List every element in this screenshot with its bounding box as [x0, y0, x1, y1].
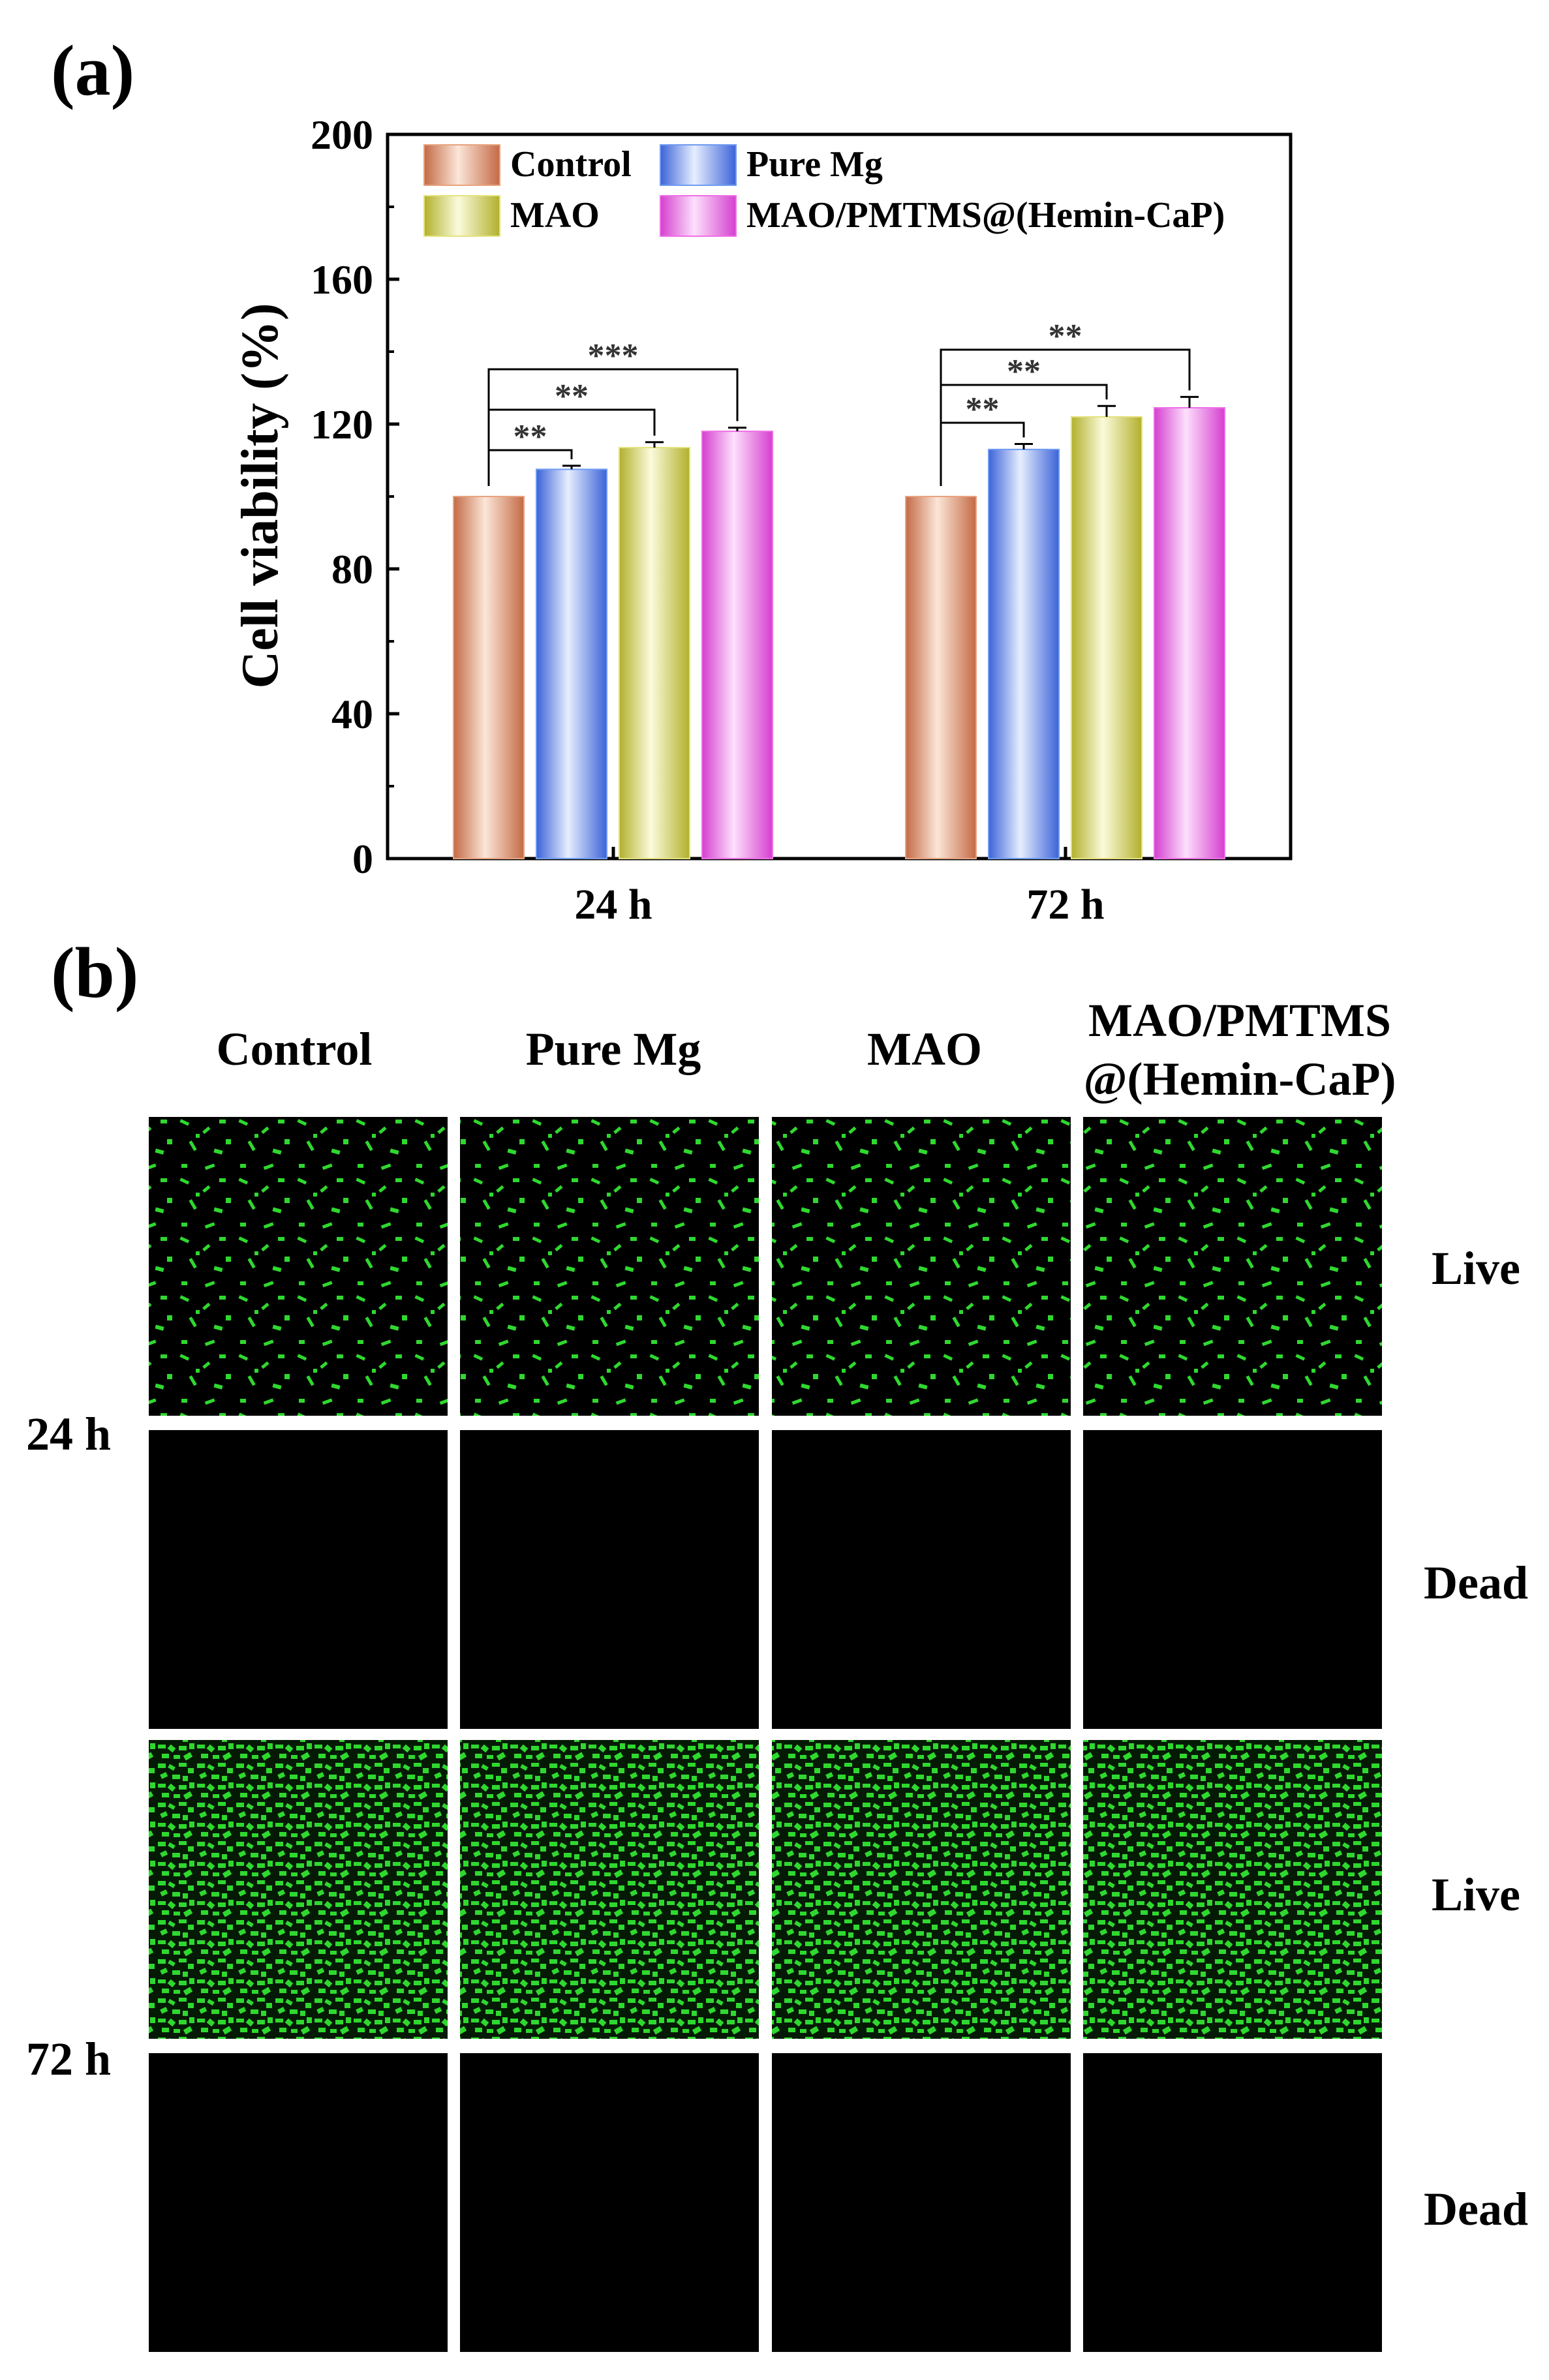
micrograph-dead-24h-col1: [460, 1430, 759, 1729]
significance-label: **: [555, 378, 589, 415]
legend-swatch: [660, 144, 737, 186]
micrograph-live-24h-col0: [149, 1117, 448, 1416]
y-tick-label: 120: [311, 401, 373, 448]
y-tick-label: 200: [311, 112, 373, 158]
significance-bracket: [487, 368, 739, 486]
panel-a-label: (a): [51, 31, 134, 110]
column-header-mao: MAO: [867, 1023, 982, 1075]
row-label-live-72h: Live: [1432, 1869, 1520, 1921]
legend-swatch: [423, 195, 500, 237]
significance-label: **: [1007, 353, 1041, 390]
micrograph-dead-72h-col3: [1083, 2053, 1382, 2352]
legend-label: MAO/PMTMS@(Hemin-CaP): [746, 195, 1225, 236]
bar-72h-0: [905, 496, 977, 859]
row-label-dead-72h: Dead: [1424, 2183, 1528, 2235]
micrograph-live-72h-col0: [149, 1740, 448, 2039]
x-tick-label: 24 h: [574, 881, 652, 928]
y-tick-label: 0: [352, 836, 373, 882]
bar-24h-1: [536, 468, 607, 859]
legend: Control Pure Mg MAO MAO/PMTMS@(Hemin-CaP): [423, 144, 1225, 237]
x-tick-label: 72 h: [1026, 881, 1104, 928]
micrograph-live-72h-col2: [772, 1740, 1071, 2039]
micrograph-dead-24h-col3: [1083, 1430, 1382, 1729]
row-label-live-24h: Live: [1432, 1242, 1520, 1294]
column-header-pure-mg: Pure Mg: [526, 1023, 701, 1075]
legend-label: Control: [510, 144, 632, 185]
y-axis: 0 40 80 120 160 200: [311, 112, 399, 882]
time-label-24h: 24 h: [26, 1408, 111, 1460]
micrograph-grid: [149, 1117, 1382, 2352]
legend-swatch: [660, 195, 737, 237]
bar-24h-2: [619, 447, 690, 859]
micrograph-live-24h-col1: [460, 1117, 759, 1416]
legend-label: Pure Mg: [746, 144, 883, 185]
micrograph-dead-72h-col0: [149, 2053, 448, 2352]
time-label-72h: 72 h: [26, 2033, 111, 2085]
column-header-control: Control: [217, 1023, 373, 1075]
significance-label: **: [966, 391, 1000, 428]
significance-label: **: [514, 418, 547, 455]
micrograph-dead-24h-col0: [149, 1430, 448, 1729]
y-tick-label: 80: [331, 546, 373, 592]
x-axis: 24 h 72 h: [574, 847, 1105, 928]
bar-24h-0: [453, 496, 525, 859]
legend-swatch: [423, 144, 500, 186]
y-tick-label: 160: [311, 256, 373, 303]
micrograph-live-24h-col2: [772, 1117, 1071, 1416]
y-tick-label: 40: [331, 691, 373, 737]
bars: [453, 395, 1225, 859]
bar-72h-3: [1154, 407, 1225, 859]
micrograph-live-72h-col3: [1083, 1740, 1382, 2039]
significance-label: **: [1049, 318, 1082, 355]
micrograph-dead-72h-col1: [460, 2053, 759, 2352]
micrograph-dead-24h-col2: [772, 1430, 1071, 1729]
significance-brackets: *************: [487, 318, 1191, 486]
significance-label: ***: [588, 337, 639, 374]
y-axis-title: Cell viability (%): [232, 303, 289, 688]
panel-b-label: (b): [51, 933, 138, 1013]
bar-72h-1: [988, 448, 1060, 859]
micrograph-live-24h-col3: [1083, 1117, 1382, 1416]
significance-bracket: [940, 348, 1191, 486]
row-label-dead-24h: Dead: [1424, 1557, 1528, 1609]
legend-label: MAO: [510, 195, 600, 236]
bar-24h-3: [701, 431, 773, 859]
micrograph-dead-72h-col2: [772, 2053, 1071, 2352]
column-header-hemin-line2: @(Hemin-CaP): [1084, 1053, 1396, 1105]
column-header-hemin-line1: MAO/PMTMS: [1088, 994, 1391, 1046]
micrograph-live-72h-col1: [460, 1740, 759, 2039]
bar-72h-2: [1071, 416, 1143, 859]
